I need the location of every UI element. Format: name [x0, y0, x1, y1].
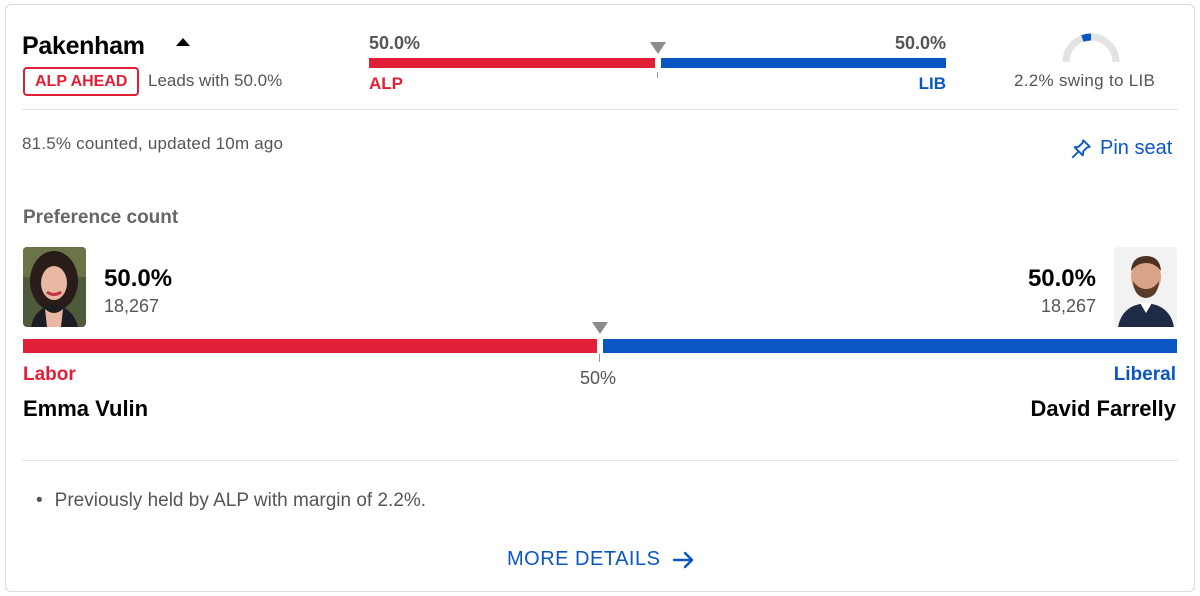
- pin-seat-label: Pin seat: [1100, 137, 1173, 159]
- right-candidate-pct: 50.0%: [1027, 265, 1096, 292]
- note-list-item: • Previously held by ALP with margin of 2…: [36, 490, 426, 512]
- seat-card: [5, 4, 1195, 592]
- preference-labor-bar: [23, 339, 597, 353]
- preference-midpoint-label: 50%: [580, 368, 617, 388]
- divider: [22, 109, 1178, 110]
- preference-midpoint-tick: [599, 354, 600, 362]
- more-details-link[interactable]: MORE DETAILS: [507, 548, 696, 571]
- swing-gauge-track: [1062, 33, 1120, 63]
- summary-alp-bar: [369, 58, 655, 68]
- left-candidate-votes: 18,267: [104, 296, 160, 316]
- pushpin-icon: [1071, 138, 1091, 158]
- preference-liberal-bar: [603, 339, 1177, 353]
- right-party-name: Liberal: [1113, 364, 1176, 385]
- leads-text: Leads with 50.0%: [148, 71, 283, 90]
- counted-status: 81.5% counted, updated 10m ago: [22, 134, 284, 153]
- more-details-label: MORE DETAILS: [507, 548, 661, 570]
- pin-seat-button[interactable]: Pin seat: [1070, 137, 1172, 160]
- summary-lib-bar: [661, 58, 946, 68]
- summary-right-pct: 50.0%: [894, 33, 946, 53]
- summary-right-party: LIB: [918, 74, 946, 93]
- left-candidate-name: Emma Vulin: [23, 396, 149, 421]
- status-badge: ALP AHEAD: [23, 67, 140, 96]
- swing-gauge: [1062, 33, 1120, 63]
- left-party-name: Labor: [23, 364, 76, 385]
- swing-gauge-fill: [1081, 33, 1092, 42]
- bullet-icon: •: [36, 490, 43, 511]
- preference-midpoint-marker: [592, 322, 608, 334]
- right-candidate-votes: 18,267: [1040, 296, 1096, 316]
- note-text: Previously held by ALP with margin of 2.…: [54, 490, 427, 511]
- seat-name[interactable]: Pakenham: [22, 32, 145, 60]
- avatar-david-farrelly: [1114, 247, 1177, 327]
- summary-midpoint-tick: [657, 72, 658, 78]
- caret-up-icon[interactable]: [176, 38, 190, 46]
- arrow-right-icon: [673, 551, 694, 568]
- divider: [22, 460, 1178, 461]
- summary-left-pct: 50.0%: [369, 33, 421, 53]
- summary-midpoint-marker: [650, 42, 666, 54]
- swing-text: 2.2% swing to LIB: [1014, 71, 1156, 90]
- summary-left-party: ALP: [369, 74, 403, 93]
- left-candidate-pct: 50.0%: [104, 265, 173, 292]
- right-candidate-name: David Farrelly: [1030, 396, 1176, 421]
- preference-count-heading: Preference count: [23, 207, 179, 228]
- avatar-emma-vulin: [23, 247, 86, 327]
